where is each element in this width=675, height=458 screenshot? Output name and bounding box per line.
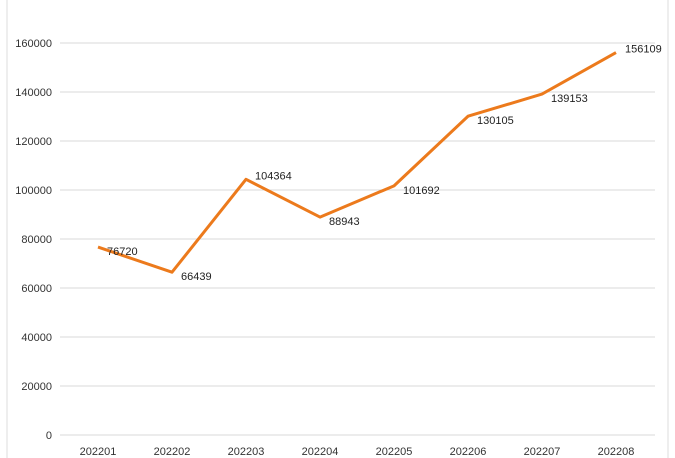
y-tick-label: 60000 [21, 283, 52, 295]
data-label: 66439 [181, 271, 212, 283]
data-label: 104364 [255, 170, 292, 182]
y-tick-label: 140000 [15, 87, 52, 99]
x-tick-label: 202208 [598, 446, 635, 458]
x-tick-label: 202201 [80, 446, 117, 458]
y-tick-label: 100000 [15, 185, 52, 197]
data-label: 139153 [551, 93, 588, 105]
y-tick-label: 20000 [21, 381, 52, 393]
x-tick-label: 202203 [228, 446, 265, 458]
data-label: 156109 [625, 44, 662, 56]
y-tick-label: 40000 [21, 332, 52, 344]
x-tick-label: 202207 [524, 446, 561, 458]
y-tick-label: 120000 [15, 136, 52, 148]
x-tick-label: 202205 [376, 446, 413, 458]
data-label: 76720 [107, 246, 138, 258]
y-tick-label: 0 [46, 430, 52, 442]
series-line [97, 51, 617, 274]
x-tick-label: 202202 [154, 446, 191, 458]
x-tick-label: 202206 [450, 446, 487, 458]
x-tick-label: 202204 [302, 446, 339, 458]
y-tick-label: 80000 [21, 234, 52, 246]
data-label: 88943 [329, 216, 360, 228]
y-tick-label: 160000 [15, 38, 52, 50]
data-label: 130105 [477, 115, 514, 127]
data-label: 101692 [403, 185, 440, 197]
